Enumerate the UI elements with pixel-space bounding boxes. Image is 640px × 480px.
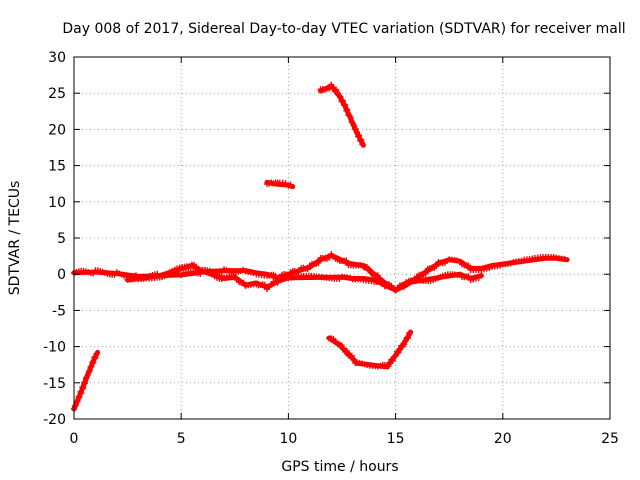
x-tick-label: 10 [279,431,297,447]
data-point [90,359,97,366]
data-point [91,354,98,361]
data-point [82,375,89,382]
y-tick-label: 15 [48,159,66,175]
data-point [395,349,402,356]
y-tick-label: 30 [48,50,66,66]
data-point [79,384,86,391]
data-point [339,97,346,104]
data-point [342,101,349,108]
data-point [365,265,372,272]
data-point [354,129,361,136]
data-point [347,114,354,121]
data-point [561,256,568,263]
y-tick-label: 25 [48,86,66,102]
y-tick-label: 0 [57,267,66,283]
data-point [84,371,91,378]
data-point [392,287,399,294]
x-axis-label: GPS time / hours [281,459,398,475]
data-point [348,118,355,125]
data-point [465,273,472,280]
data-point [71,403,78,410]
data-point [92,355,99,362]
data-point [93,350,100,357]
data-point [261,281,268,288]
y-tick-label: -5 [52,303,66,319]
data-point [74,398,81,405]
data-point [433,263,440,270]
data-point [356,132,363,139]
data-point [348,352,355,359]
data-point [358,136,365,143]
data-point [475,274,482,281]
data-point [350,356,357,363]
y-tick-label: 5 [57,231,66,247]
chart-title: Day 008 of 2017, Sidereal Day-to-day VTE… [62,21,625,37]
data-point [338,342,345,349]
data-point [389,357,396,364]
x-tick-label: 25 [601,431,619,447]
data-point [337,93,344,100]
data-point [343,257,350,264]
data-point [85,369,92,376]
data-point [465,262,472,269]
data-point [240,279,247,286]
data-point [335,92,342,99]
data-layer [71,81,570,413]
y-tick-label: -20 [43,412,66,428]
y-tick-label: 20 [48,122,66,138]
y-axis-label: SDTVAR / TECUs [7,181,23,296]
data-point [90,270,97,277]
data-point [338,98,345,105]
data-point [315,259,322,266]
data-point [344,106,351,113]
data-point [328,81,335,88]
data-point [343,107,350,114]
data-point [352,126,359,133]
data-point [78,390,85,397]
y-tick-label: 10 [48,195,66,211]
data-point [355,133,362,140]
data-point [343,347,350,354]
data-point [88,363,95,370]
data-point [379,279,386,286]
data-point [326,254,333,261]
data-point [392,352,399,359]
data-point [80,385,87,392]
y-tick-label: -15 [43,376,66,392]
x-tick-label: 15 [387,431,405,447]
data-point [76,394,83,401]
data-point [422,270,429,277]
x-tick-label: 0 [70,431,79,447]
data-point [231,273,238,280]
data-point [359,141,366,148]
data-point [332,338,339,345]
data-point [350,122,357,129]
y-tick-label: -10 [43,340,66,356]
x-tick-label: 5 [177,431,186,447]
data-point [287,181,294,188]
ticks: 0 5 10 15 20 25 -20 -15 -10 -5 0 5 10 15 20 25 30 [43,50,619,447]
data-point [374,272,381,279]
data-point [272,272,279,279]
data-point [89,359,96,366]
data-point [405,335,412,342]
x-tick-label: 20 [494,431,512,447]
data-point [357,137,364,144]
data-point [401,341,408,348]
data-point [86,367,93,374]
data-point [333,86,340,93]
data-point [82,380,89,387]
data-point [77,388,84,395]
data-point [304,266,311,273]
data-point [406,329,413,336]
